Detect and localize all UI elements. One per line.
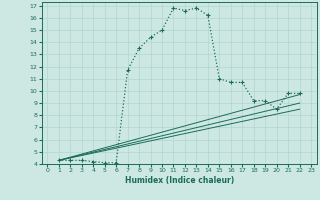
X-axis label: Humidex (Indice chaleur): Humidex (Indice chaleur) <box>124 176 234 185</box>
